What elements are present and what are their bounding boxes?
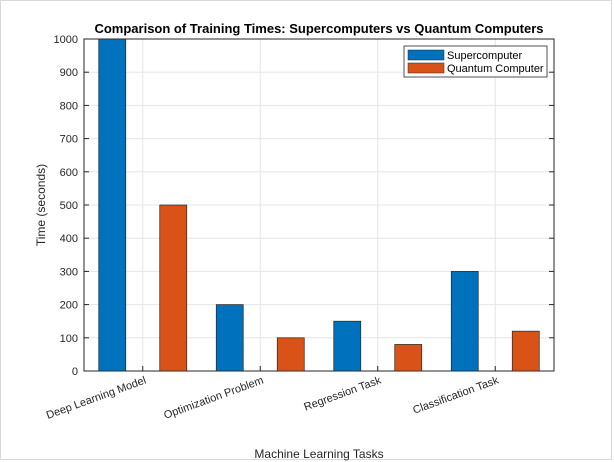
bar-supercomputer [215, 304, 244, 372]
bar-quantum-computer [276, 337, 305, 372]
x-axis-label: Machine Learning Tasks [254, 447, 383, 461]
y-tick-label: 400 [60, 233, 78, 245]
legend-swatch-supercomputer [407, 49, 445, 61]
bar-quantum-computer [394, 344, 423, 372]
y-tick-label: 800 [60, 100, 78, 112]
bar-supercomputer [450, 271, 479, 372]
x-tick-label: Regression Task [302, 374, 383, 413]
y-tick-label: 900 [60, 67, 78, 79]
y-tick-label: 200 [60, 300, 78, 312]
y-tick-label: 500 [60, 200, 78, 212]
y-tick-label: 0 [72, 366, 78, 378]
y-tick-label: 700 [60, 134, 78, 146]
y-tick-label: 300 [60, 266, 78, 278]
grid-layer [84, 38, 554, 372]
legend-swatch-quantum-computer [407, 62, 445, 74]
bar-supercomputer [98, 38, 127, 372]
y-axis-label: Time (seconds) [34, 164, 48, 246]
x-tick-label: Optimization Problem [162, 375, 265, 422]
y-tick-label: 600 [60, 167, 78, 179]
y-tick-label: 1000 [54, 34, 78, 46]
bar-quantum-computer [159, 204, 188, 372]
legend: Supercomputer Quantum Computer [403, 45, 548, 78]
chart-title: Comparison of Training Times: Supercompu… [94, 21, 543, 36]
y-tick-label: 100 [60, 333, 78, 345]
bar-supercomputer [333, 320, 362, 372]
legend-label-quantum-computer: Quantum Computer [447, 63, 544, 75]
bars-layer [98, 38, 540, 372]
x-tick-label: Classification Task [411, 374, 500, 416]
legend-label-supercomputer: Supercomputer [447, 50, 523, 62]
x-tick-label: Deep Learning Model [45, 375, 148, 422]
bar-quantum-computer [511, 330, 540, 372]
